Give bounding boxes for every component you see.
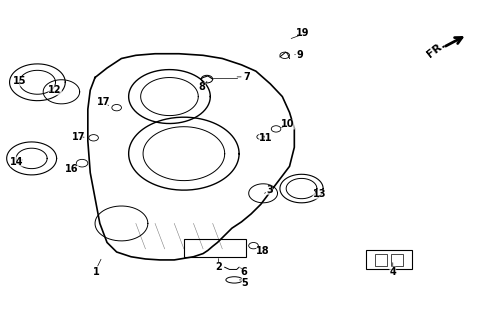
Bar (375, 253, 387, 266)
Text: 6: 6 (241, 267, 247, 277)
Text: 11: 11 (259, 133, 272, 143)
Text: 8: 8 (199, 82, 206, 92)
Text: 17: 17 (97, 97, 111, 107)
Text: 2: 2 (215, 262, 222, 272)
Text: 17: 17 (71, 132, 85, 142)
Text: 19: 19 (296, 28, 310, 38)
Text: 5: 5 (242, 278, 248, 288)
Bar (391, 253, 403, 266)
Text: 13: 13 (313, 189, 326, 199)
Text: 14: 14 (10, 156, 24, 167)
Text: 7: 7 (243, 72, 250, 82)
Text: 4: 4 (389, 267, 396, 277)
Text: FR.: FR. (425, 39, 447, 60)
Text: 12: 12 (48, 85, 62, 95)
Text: 15: 15 (13, 76, 27, 86)
Bar (367, 251, 412, 269)
Text: 16: 16 (65, 164, 79, 174)
Text: 3: 3 (266, 185, 273, 195)
Text: 10: 10 (281, 119, 295, 130)
Text: 18: 18 (256, 246, 270, 256)
Text: 9: 9 (297, 50, 303, 60)
Text: 1: 1 (93, 267, 100, 277)
Bar (184, 239, 246, 257)
